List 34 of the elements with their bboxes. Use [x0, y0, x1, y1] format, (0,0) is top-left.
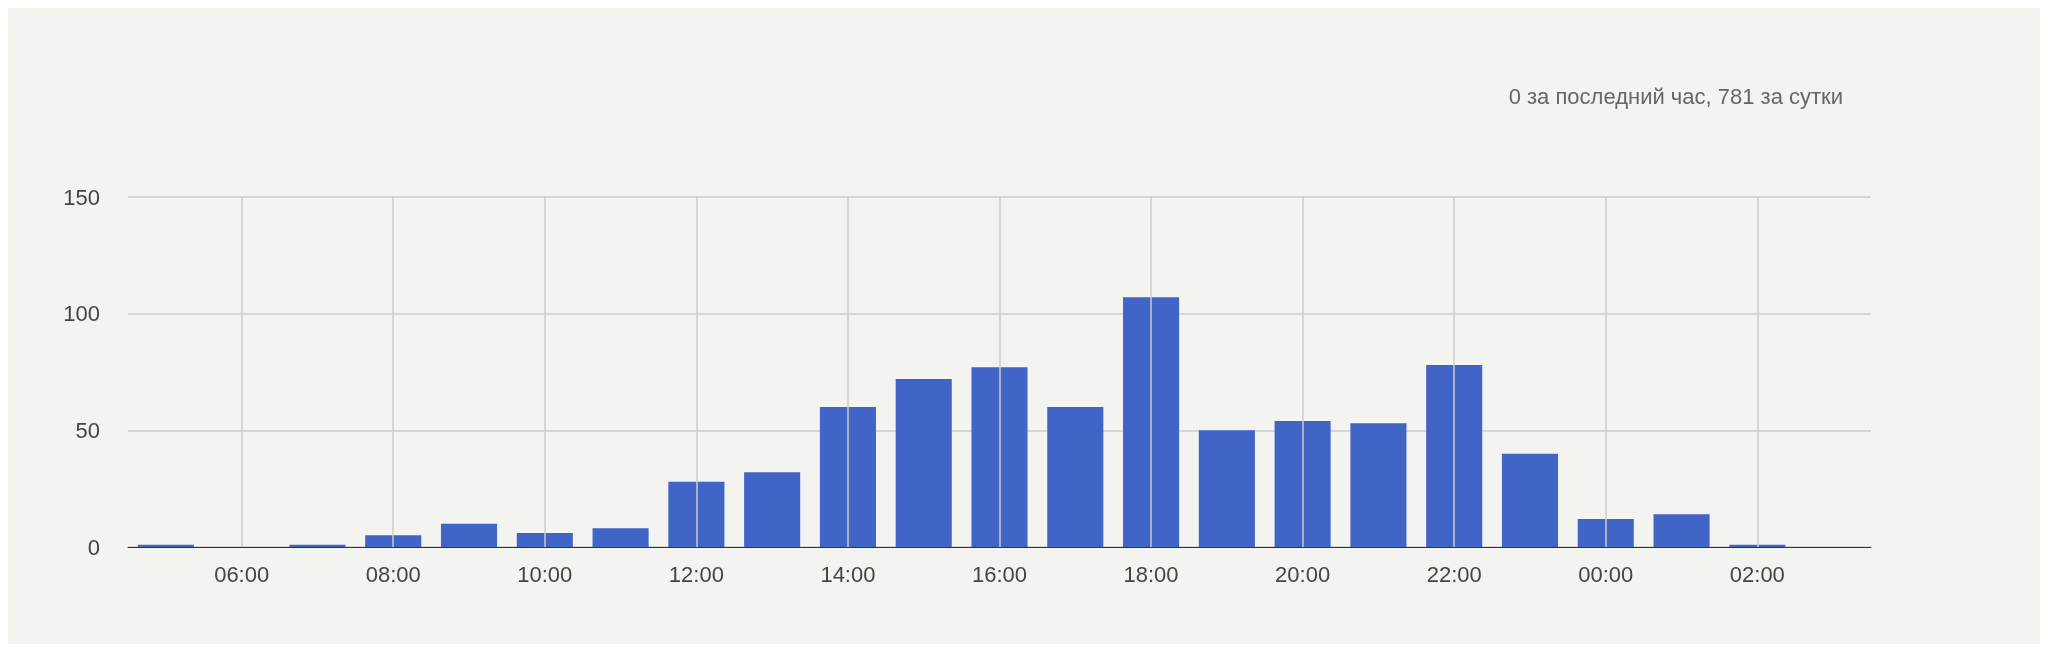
y-tick-label: 100: [63, 301, 100, 327]
bar: [744, 472, 801, 547]
bar: [440, 523, 498, 547]
bar: [1501, 453, 1559, 547]
bar: [1653, 514, 1710, 547]
chart-subtitle: 0 за последний час, 781 за сутки: [1508, 83, 1844, 109]
y-tick-label: 50: [75, 417, 100, 443]
bar: [971, 367, 1028, 547]
bar: [1350, 423, 1407, 547]
bar: [1426, 365, 1483, 547]
x-tick-label: 08:00: [365, 561, 421, 587]
bar: [668, 481, 725, 547]
x-tick-label: 06:00: [214, 561, 270, 587]
x-tick-label: 12:00: [668, 561, 724, 587]
x-tick-label: 16:00: [971, 561, 1028, 587]
bar: [1047, 407, 1104, 547]
x-tick-label: 10:00: [517, 561, 573, 587]
bar: [592, 528, 649, 547]
bar: [516, 533, 573, 547]
bar: [1198, 430, 1255, 547]
bar: [1123, 297, 1180, 547]
y-tick-label: 150: [63, 184, 100, 210]
x-tick-label: 14:00: [820, 561, 876, 587]
bar: [895, 379, 952, 547]
bar: [1577, 519, 1634, 547]
y-tick-label: 0: [87, 534, 100, 560]
x-tick-label: 22:00: [1426, 561, 1482, 587]
bar: [1274, 421, 1331, 547]
x-tick-label: 02:00: [1729, 561, 1785, 587]
x-tick-label: 20:00: [1275, 561, 1331, 587]
x-tick-label: 00:00: [1578, 561, 1634, 587]
bar: [365, 535, 422, 547]
bar: [819, 407, 876, 547]
x-tick-label: 18:00: [1123, 561, 1179, 587]
